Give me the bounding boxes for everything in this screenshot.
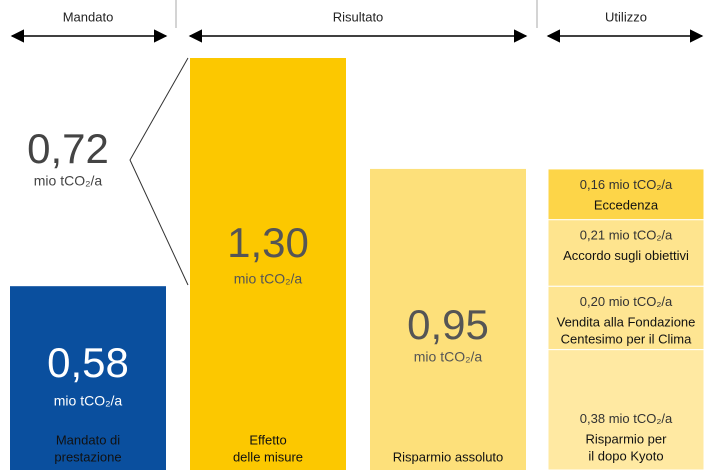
- unit-label: mio tCO₂/a: [609, 295, 673, 310]
- segment-label: Eccedenza: [594, 197, 659, 212]
- section-label: Utilizzo: [605, 9, 647, 24]
- bracket: [129, 57, 189, 286]
- value-label: 1,30: [227, 219, 309, 266]
- segment-label: Accordo sugli obiettivi: [563, 248, 689, 263]
- bar: [10, 286, 166, 470]
- segment: [547, 168, 705, 221]
- segment-value: 0,38 mio tCO₂/a: [580, 411, 673, 426]
- value-label: 0,20: [580, 295, 605, 310]
- value-label: 0,58: [47, 339, 129, 386]
- bar-label: delle misure: [233, 449, 303, 464]
- value-label: 0,16: [580, 177, 605, 192]
- segment-value: 0,20 mio tCO₂/a: [580, 295, 673, 310]
- value-label: 0,21: [580, 228, 605, 243]
- value-label: 0,72: [27, 125, 109, 172]
- segment-value: 0,16 mio tCO₂/a: [580, 177, 673, 192]
- section-label: Mandato: [63, 9, 114, 24]
- unit-label: mio tCO₂/a: [609, 411, 673, 426]
- bar-label: Risparmio assoluto: [393, 449, 504, 464]
- segment-label: Vendita alla Fondazione: [557, 315, 696, 330]
- section-label: Risultato: [333, 9, 384, 24]
- bar-label: Mandato di: [56, 432, 120, 447]
- segment-label: Risparmio per: [586, 431, 668, 446]
- unit-label: mio tCO₂/a: [414, 349, 483, 365]
- unit-label: mio tCO₂/a: [609, 228, 673, 243]
- unit-label: mio tCO₂/a: [54, 393, 123, 409]
- unit-label: mio tCO₂/a: [34, 173, 103, 189]
- bar: [190, 58, 346, 470]
- value-label: 0,38: [580, 411, 605, 426]
- value-label: 0,95: [407, 301, 489, 348]
- bar-label: Effetto: [249, 432, 286, 447]
- unit-label: mio tCO₂/a: [234, 271, 303, 287]
- bar: [370, 168, 526, 470]
- unit-label: mio tCO₂/a: [609, 177, 673, 192]
- segment: [547, 349, 705, 470]
- segment-label: Centesimo per il Clima: [561, 332, 693, 347]
- segment-label: il dopo Kyoto: [588, 448, 663, 463]
- segment-value: 0,21 mio tCO₂/a: [580, 228, 673, 243]
- bar-label: prestazione: [54, 449, 121, 464]
